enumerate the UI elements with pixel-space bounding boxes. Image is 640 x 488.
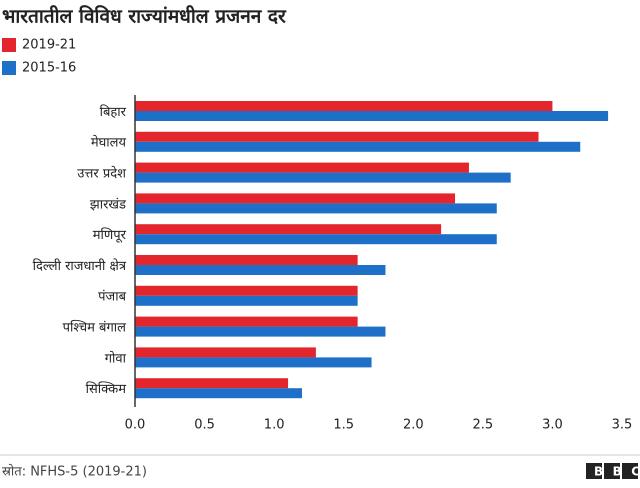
y-tick-label: दिल्ली राजधानी क्षेत्र — [33, 258, 127, 274]
x-tick-label: 1.0 — [264, 418, 285, 433]
bar — [135, 295, 358, 306]
x-tick-label: 2.5 — [473, 418, 494, 433]
x-tick-label: 2.0 — [403, 418, 424, 433]
legend-swatch — [2, 61, 16, 75]
bar — [135, 111, 609, 121]
bar — [135, 316, 358, 327]
bar — [135, 347, 316, 358]
bar — [135, 326, 386, 337]
bar — [135, 162, 469, 173]
y-tick-label: मणिपूर — [93, 227, 127, 243]
y-tick-label: मेघालय — [91, 135, 127, 151]
bar — [135, 203, 497, 214]
y-tick-label: उत्तर प्रदेश — [77, 166, 127, 182]
bar — [135, 141, 581, 152]
y-tick-label: झारखंड — [90, 197, 127, 212]
bar — [135, 101, 553, 111]
y-tick-label: बिहार — [100, 104, 127, 120]
logo: BBC — [586, 463, 640, 479]
bar — [135, 193, 456, 204]
bar — [135, 265, 386, 275]
x-tick-label: 0.0 — [125, 418, 146, 433]
bar — [135, 172, 511, 183]
x-tick-label: 3.5 — [612, 418, 633, 433]
bar — [135, 357, 372, 368]
legend-label: 2019-21 — [22, 38, 76, 53]
bar — [135, 224, 442, 235]
logo-box — [622, 463, 638, 479]
logo-text: BBC — [594, 465, 640, 479]
logo-box — [604, 463, 620, 479]
y-tick-label: पश्चिम बंगाल — [63, 320, 127, 336]
y-tick-label: सिक्किम — [86, 381, 127, 397]
y-tick-label: पंजाब — [98, 290, 126, 305]
bar — [135, 131, 539, 142]
x-tick-label: 0.5 — [194, 418, 215, 433]
legend-label: 2015-16 — [22, 61, 76, 76]
bar — [135, 285, 358, 296]
legend-swatch — [2, 38, 16, 52]
logo-box — [586, 463, 602, 479]
bar — [135, 255, 358, 265]
x-tick-label: 3.0 — [542, 418, 563, 433]
x-tick-label: 1.5 — [333, 418, 354, 433]
bar — [135, 388, 302, 399]
bar — [135, 378, 289, 389]
chart-title: भारतातील विविध राज्यांमधील प्रजनन दर — [2, 5, 287, 28]
source: स्रोत: NFHS-5 (2019-21) — [2, 464, 147, 480]
bar — [135, 234, 497, 245]
y-tick-label: गोवा — [105, 350, 127, 366]
